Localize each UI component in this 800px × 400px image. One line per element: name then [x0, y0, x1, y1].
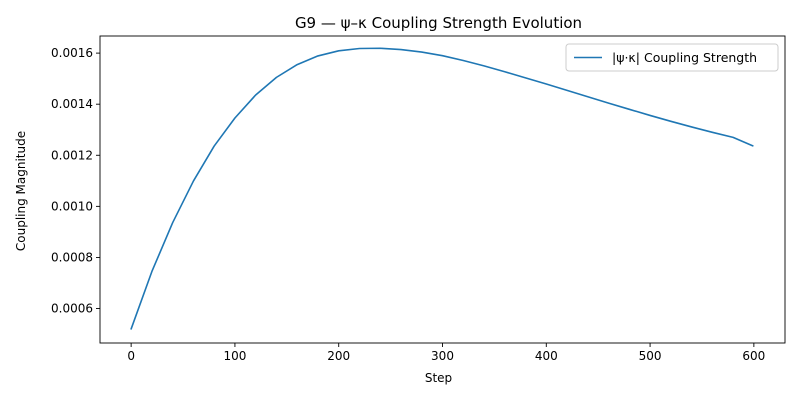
x-tick-label: 200: [327, 349, 350, 363]
plot-area: 0 100 200 300 400 500 600 0.0006 0.0008 0.0010 0.0…: [51, 35, 786, 363]
x-tick-label: 300: [431, 349, 454, 363]
x-tick-label: 100: [223, 349, 246, 363]
x-tick-label: 600: [742, 349, 765, 363]
series-line-0: [130, 47, 754, 330]
x-tick-label: 500: [639, 349, 662, 363]
y-tick-label: 0.0014: [51, 97, 93, 111]
y-tick-label: 0.0006: [51, 302, 93, 316]
y-axis-label: Coupling Magnitude: [14, 131, 28, 251]
y-tick-label: 0.0008: [51, 250, 93, 264]
legend: |ψ·κ| Coupling Strength: [565, 43, 779, 72]
x-axis-label: Step: [425, 371, 452, 385]
y-tick-label: 0.0016: [51, 46, 93, 60]
legend-label: |ψ·κ| Coupling Strength: [612, 50, 757, 65]
x-tick-label: 400: [535, 349, 558, 363]
legend-frame: [565, 43, 779, 72]
y-tick-label: 0.0012: [51, 148, 93, 162]
chart-title: G9 — ψ–κ Coupling Strength Evolution: [295, 14, 582, 32]
y-tick-label: 0.0010: [51, 199, 93, 213]
plot-frame: [99, 35, 786, 344]
x-tick-label: 0: [127, 349, 135, 363]
